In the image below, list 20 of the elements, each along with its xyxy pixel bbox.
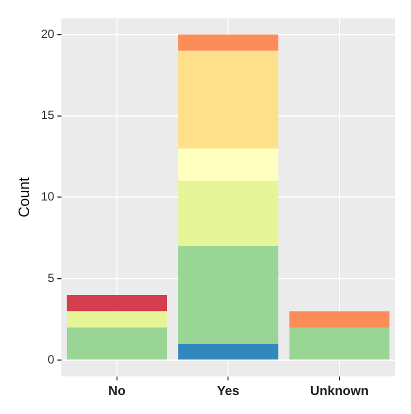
x-tick-label: Yes	[216, 382, 240, 398]
bar	[178, 344, 278, 360]
bar	[178, 246, 278, 344]
bar	[178, 50, 278, 148]
bar	[178, 181, 278, 246]
bar	[66, 311, 168, 328]
x-tick-label: No	[108, 382, 126, 398]
bar	[289, 328, 390, 360]
y-tick-label: 10	[40, 190, 55, 204]
bar	[66, 328, 168, 360]
y-tick-label: 15	[40, 108, 55, 122]
bar	[289, 311, 390, 328]
bar	[178, 148, 278, 182]
bar	[178, 34, 278, 51]
bar	[66, 294, 168, 312]
y-axis-title: Count	[16, 176, 34, 218]
y-tick-label: 5	[48, 271, 55, 286]
x-tick-label: Unknown	[310, 382, 369, 398]
y-tick-label: 0	[48, 352, 55, 366]
y-tick-label: 20	[40, 26, 55, 41]
